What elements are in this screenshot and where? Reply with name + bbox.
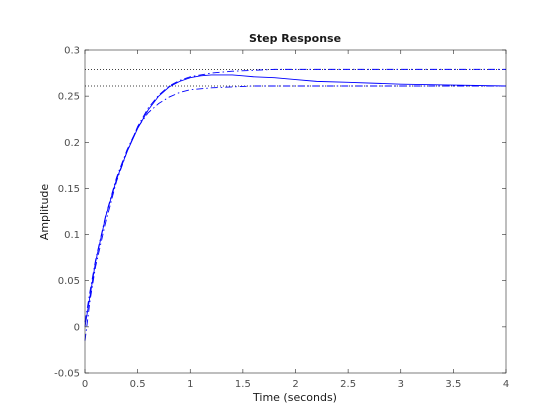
plot-area [85,50,506,373]
x-tick-label: 4 [503,379,509,390]
step-response-series-line [84,68,506,341]
axis-ticks: 0 0.5 1 1.5 2 2.5 3 3.5 4-0.0500.050.10.150.20.2… [54,46,509,391]
y-tick-label: -0.05 [54,369,80,380]
chart-title: Step Response [249,32,341,45]
x-tick-label: 2 [292,379,298,390]
x-tick-label: 1.5 [235,379,251,390]
y-axis-label: Amplitude [38,184,51,241]
step-response-series-line [84,74,507,327]
y-tick-label: 0.1 [64,230,80,241]
x-axis-label: Time (seconds) [252,391,337,404]
x-tick-label: 3 [398,379,404,390]
series-layer [84,68,507,341]
step-response-series-line [84,85,506,323]
x-tick-label: 2.5 [340,379,356,390]
x-tick-label: 0.5 [130,379,146,390]
x-tick-label: 1 [187,379,193,390]
x-tick-label: 3.5 [445,379,461,390]
x-tick-label: 0 [82,379,88,390]
y-tick-label: 0 [74,322,80,333]
y-tick-label: 0.25 [58,92,80,103]
y-tick-label: 0.15 [58,184,80,195]
y-tick-label: 0.05 [58,276,80,287]
y-tick-label: 0.3 [64,46,80,57]
y-tick-label: 0.2 [64,138,80,149]
